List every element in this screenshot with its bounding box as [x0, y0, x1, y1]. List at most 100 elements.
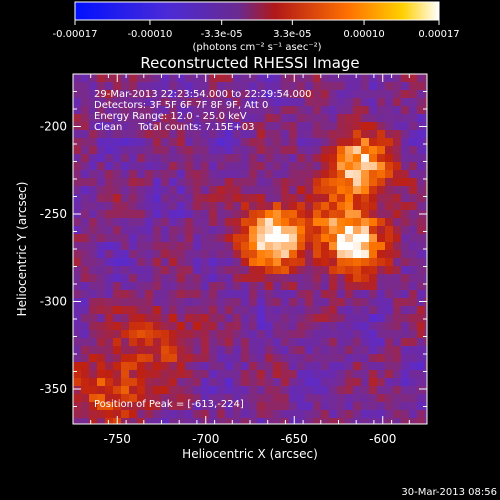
heatmap-cell	[313, 154, 321, 162]
heatmap-cell	[337, 178, 345, 186]
heatmap-cell	[417, 98, 425, 106]
heatmap-cell	[249, 258, 257, 266]
heatmap-cell	[273, 146, 281, 154]
heatmap-cell	[313, 298, 321, 306]
heatmap-cell	[385, 266, 393, 274]
heatmap-cell	[201, 354, 209, 362]
heatmap-cell	[273, 274, 281, 282]
heatmap-cell	[369, 418, 377, 424]
heatmap-cell	[265, 178, 273, 186]
heatmap-cell	[201, 274, 209, 282]
heatmap-cell	[401, 306, 409, 314]
heatmap-cell	[89, 402, 97, 410]
heatmap-cell	[401, 346, 409, 354]
heatmap-cell	[425, 418, 427, 424]
heatmap-cell	[361, 402, 369, 410]
heatmap-cell	[193, 122, 201, 130]
heatmap-cell	[305, 114, 313, 122]
heatmap-cell	[385, 242, 393, 250]
heatmap-cell	[289, 178, 297, 186]
heatmap-cell	[329, 226, 337, 234]
heatmap-cell	[329, 242, 337, 250]
heatmap-cell	[209, 394, 217, 402]
heatmap-cell	[345, 226, 353, 234]
heatmap-cell	[145, 114, 153, 122]
heatmap-cell	[337, 74, 345, 82]
heatmap-cell	[393, 258, 401, 266]
heatmap-cell	[121, 386, 129, 394]
heatmap-cell	[377, 146, 385, 154]
heatmap-cell	[329, 218, 337, 226]
heatmap-cell	[97, 122, 105, 130]
heatmap-cell	[145, 122, 153, 130]
heatmap-cell	[409, 170, 417, 178]
heatmap-cell	[121, 274, 129, 282]
heatmap-cell	[345, 410, 353, 418]
heatmap-cell	[81, 82, 89, 90]
heatmap-cell	[321, 410, 329, 418]
heatmap-cell	[305, 346, 313, 354]
heatmap-cell	[305, 242, 313, 250]
heatmap-cell	[169, 290, 177, 298]
heatmap-cell	[377, 210, 385, 218]
heatmap-cell	[121, 378, 129, 386]
heatmap-cell	[97, 210, 105, 218]
heatmap-cell	[361, 370, 369, 378]
heatmap-cell	[393, 122, 401, 130]
heatmap-cell	[289, 138, 297, 146]
heatmap-cell	[113, 154, 121, 162]
heatmap-cell	[361, 346, 369, 354]
heatmap-cell	[385, 258, 393, 266]
heatmap-cell	[113, 274, 121, 282]
heatmap-cell	[193, 410, 201, 418]
heatmap-cell	[345, 274, 353, 282]
heatmap-cell	[265, 266, 273, 274]
heatmap-cell	[329, 170, 337, 178]
heatmap-cell	[345, 330, 353, 338]
heatmap-cell	[209, 202, 217, 210]
heatmap-cell	[409, 354, 417, 362]
heatmap-cell	[121, 194, 129, 202]
heatmap-cell	[233, 162, 241, 170]
heatmap-cell	[113, 410, 121, 418]
heatmap-cell	[169, 274, 177, 282]
heatmap-cell	[385, 322, 393, 330]
heatmap-cell	[97, 362, 105, 370]
heatmap-cell	[321, 210, 329, 218]
heatmap-cell	[145, 194, 153, 202]
heatmap-cell	[369, 250, 377, 258]
heatmap-cell	[265, 258, 273, 266]
heatmap-cell	[337, 250, 345, 258]
heatmap-cell	[233, 386, 241, 394]
heatmap-cell	[225, 394, 233, 402]
heatmap-cell	[353, 274, 361, 282]
heatmap-cell	[409, 314, 417, 322]
heatmap-cell	[113, 234, 121, 242]
heatmap-cell	[329, 138, 337, 146]
heatmap-cell	[73, 194, 81, 202]
heatmap-cell	[337, 362, 345, 370]
heatmap-cell	[257, 258, 265, 266]
heatmap-cell	[233, 90, 241, 98]
heatmap-cell	[225, 154, 233, 162]
heatmap-cell	[105, 410, 113, 418]
heatmap-cell	[297, 362, 305, 370]
heatmap-cell	[377, 202, 385, 210]
heatmap-cell	[121, 146, 129, 154]
heatmap-cell	[145, 354, 153, 362]
heatmap-cell	[153, 322, 161, 330]
heatmap-cell	[345, 354, 353, 362]
heatmap-cell	[345, 82, 353, 90]
heatmap-cell	[105, 386, 113, 394]
heatmap-cell	[361, 418, 369, 424]
heatmap-cell	[353, 258, 361, 266]
heatmap-cell	[81, 138, 89, 146]
heatmap-cell	[241, 354, 249, 362]
heatmap-cell	[393, 402, 401, 410]
heatmap-cell	[297, 210, 305, 218]
heatmap-cell	[177, 378, 185, 386]
heatmap-cell	[113, 178, 121, 186]
heatmap-cell	[209, 338, 217, 346]
heatmap-cell	[233, 298, 241, 306]
heatmap-cell	[329, 114, 337, 122]
